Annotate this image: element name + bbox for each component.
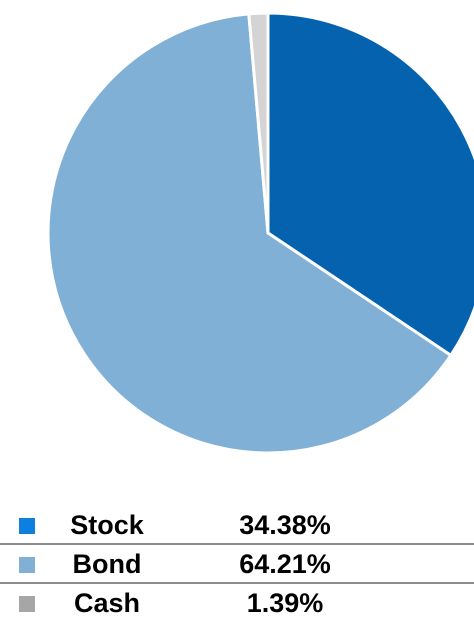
legend-label-cash: Cash [73, 588, 141, 618]
pie-chart [46, 11, 474, 455]
legend-value-cash: 1.39% [246, 588, 324, 618]
legend-swatch-bond [19, 557, 35, 573]
legend-label-stock: Stock [70, 510, 144, 540]
legend-row-stock: Stock 34.38% [0, 506, 474, 545]
legend: Stock 34.38% Bond 64.21% Cash 1.39% [0, 506, 474, 623]
pie-slice-stock [266, 11, 474, 357]
legend-row-bond: Bond 64.21% [0, 545, 474, 584]
legend-value-bond: 64.21% [239, 549, 331, 579]
pie-slice-cash [247, 11, 270, 235]
legend-swatch-stock [19, 518, 35, 534]
legend-row-cash: Cash 1.39% [0, 584, 474, 623]
legend-swatch-cash [19, 596, 35, 612]
legend-label-bond: Bond [72, 549, 142, 579]
legend-value-stock: 34.38% [239, 510, 331, 540]
pie-slice-bond [46, 12, 453, 455]
